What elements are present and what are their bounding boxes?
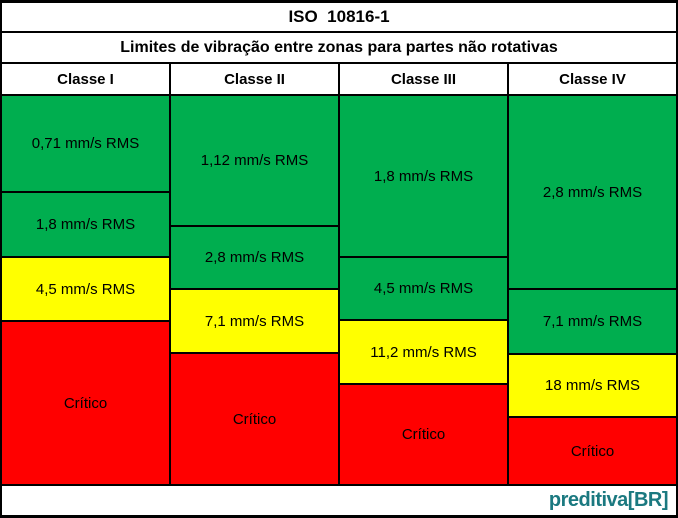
preditiva-logo: preditiva[BR] (548, 489, 669, 511)
zone-cell: 1,8 mm/s RMS (2, 193, 169, 258)
zone-column-1: 0,71 mm/s RMS 1,8 mm/s RMS 4,5 mm/s RMS Crí… (2, 96, 171, 484)
zone-cell: 1,8 mm/s RMS (340, 96, 507, 258)
zone-cell: 1,12 mm/s RMS (171, 96, 338, 227)
class-header-2: Classe II (171, 64, 340, 94)
zone-cell: 2,8 mm/s RMS (509, 96, 676, 290)
zone-cell: 2,8 mm/s RMS (171, 227, 338, 290)
class-header-3: Classe III (340, 64, 509, 94)
zone-column-2: 1,12 mm/s RMS 2,8 mm/s RMS 7,1 mm/s RMS Crí… (171, 96, 340, 484)
zone-cell: 11,2 mm/s RMS (340, 321, 507, 385)
table-title: ISO 10816-1 (2, 3, 676, 33)
zone-cell: 7,1 mm/s RMS (509, 290, 676, 355)
zone-column-3: 1,8 mm/s RMS 4,5 mm/s RMS 11,2 mm/s RMS Crí… (340, 96, 509, 484)
zone-cell: Crítico (2, 322, 169, 484)
class-header-row: Classe I Classe II Classe III Classe IV (2, 64, 676, 96)
zone-cell: 0,71 mm/s RMS (2, 96, 169, 193)
zone-cell: 4,5 mm/s RMS (340, 258, 507, 321)
class-header-1: Classe I (2, 64, 171, 94)
footer: preditiva[BR] (2, 484, 676, 515)
zone-cell: 7,1 mm/s RMS (171, 290, 338, 354)
zone-column-4: 2,8 mm/s RMS 7,1 mm/s RMS 18 mm/s RMS Críti… (509, 96, 676, 484)
table-subtitle: Limites de vibração entre zonas para par… (2, 33, 676, 64)
zone-cell: Crítico (509, 418, 676, 484)
class-header-4: Classe IV (559, 70, 626, 88)
zones-grid: 0,71 mm/s RMS 1,8 mm/s RMS 4,5 mm/s RMS Crí… (2, 96, 676, 484)
zone-cell: Crítico (340, 385, 507, 484)
zone-cell: Crítico (171, 354, 338, 484)
zone-cell: 4,5 mm/s RMS (2, 258, 169, 322)
zone-cell: 18 mm/s RMS (509, 355, 676, 418)
